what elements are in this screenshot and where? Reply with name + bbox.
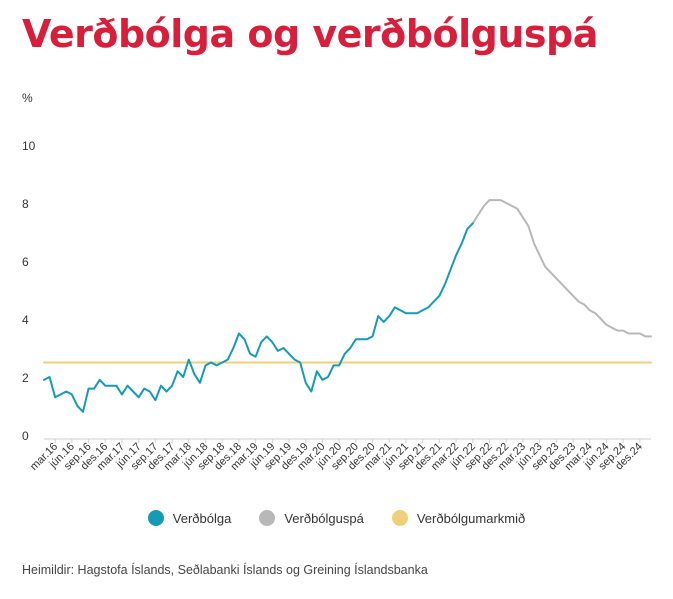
legend-swatch xyxy=(147,510,164,526)
y-tick-label: 6 xyxy=(22,255,29,269)
y-tick-label: 0 xyxy=(22,429,29,443)
y-tick-label: 4 xyxy=(22,313,29,327)
legend-item-verdbolguspa: Verðbólguspá xyxy=(259,510,364,526)
legend-swatch xyxy=(391,510,408,526)
y-tick-label: 8 xyxy=(22,197,29,211)
source-note: Heimildir: Hagstofa Íslands, Seðlabanki … xyxy=(22,563,428,577)
y-tick-label: 2 xyxy=(22,371,29,385)
y-axis-unit: % xyxy=(22,91,33,105)
legend-label: Verðbólga xyxy=(172,510,232,526)
y-tick-label: 10 xyxy=(22,139,36,153)
chart-title: Verðbólga og verðbólguspá xyxy=(22,12,598,56)
series-line-verdbolga xyxy=(43,222,474,413)
legend-label: Verðbólguspá xyxy=(284,510,364,526)
legend-label: Verðbólgumarkmið xyxy=(416,510,526,526)
legend-item-verdbolgumarkmid: Verðbólgumarkmið xyxy=(391,510,526,526)
series-line-verdbolguspa xyxy=(471,199,652,338)
legend: Verðbólga Verðbólguspá Verðbólgumarkmið xyxy=(0,510,673,526)
legend-item-verdbolga: Verðbólga xyxy=(147,510,232,526)
legend-swatch xyxy=(259,510,276,526)
